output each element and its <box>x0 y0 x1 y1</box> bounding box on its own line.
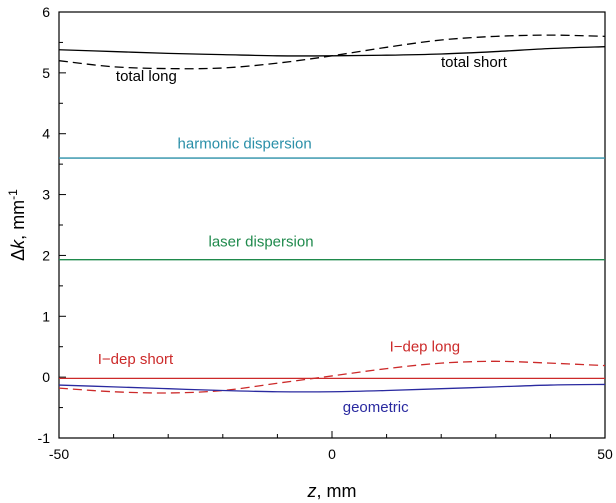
i-dep-long-line <box>58 360 606 394</box>
ann-idep-short: I−dep short <box>98 351 174 368</box>
ann-geometric: geometric <box>343 399 409 416</box>
x-tick-label: -50 <box>49 446 69 462</box>
ann-idep-long: I−dep long <box>390 339 460 356</box>
total-short-line <box>58 46 606 57</box>
geometric-line <box>58 383 606 393</box>
y-axis-label: Δk, mm-1 <box>6 189 28 261</box>
y-tick-label: -1 <box>38 430 51 446</box>
y-tick-label: 0 <box>42 369 50 385</box>
y-tick-label: 1 <box>42 308 50 324</box>
x-tick-label: 50 <box>597 446 613 462</box>
y-tick-label: 5 <box>42 65 50 81</box>
ticks: -1 0 1 2 3 4 5 6 -50 0 50 <box>38 4 613 462</box>
ann-harmonic: harmonic dispersion <box>178 135 312 152</box>
ann-total-short: total short <box>441 54 508 71</box>
y-tick-label: 3 <box>42 187 50 203</box>
y-tick-label: 6 <box>42 4 50 20</box>
y-tick-label: 4 <box>42 126 50 142</box>
ann-total-long: total long <box>116 68 177 85</box>
total-long-line <box>58 34 606 70</box>
series-group <box>58 34 606 394</box>
y-tick-label: 2 <box>42 247 50 263</box>
x-tick-label: 0 <box>328 446 336 462</box>
annotations: total short total long harmonic dispersion… <box>98 54 508 416</box>
x-axis-label: z, mm <box>307 481 357 501</box>
ann-laser: laser dispersion <box>208 233 313 250</box>
